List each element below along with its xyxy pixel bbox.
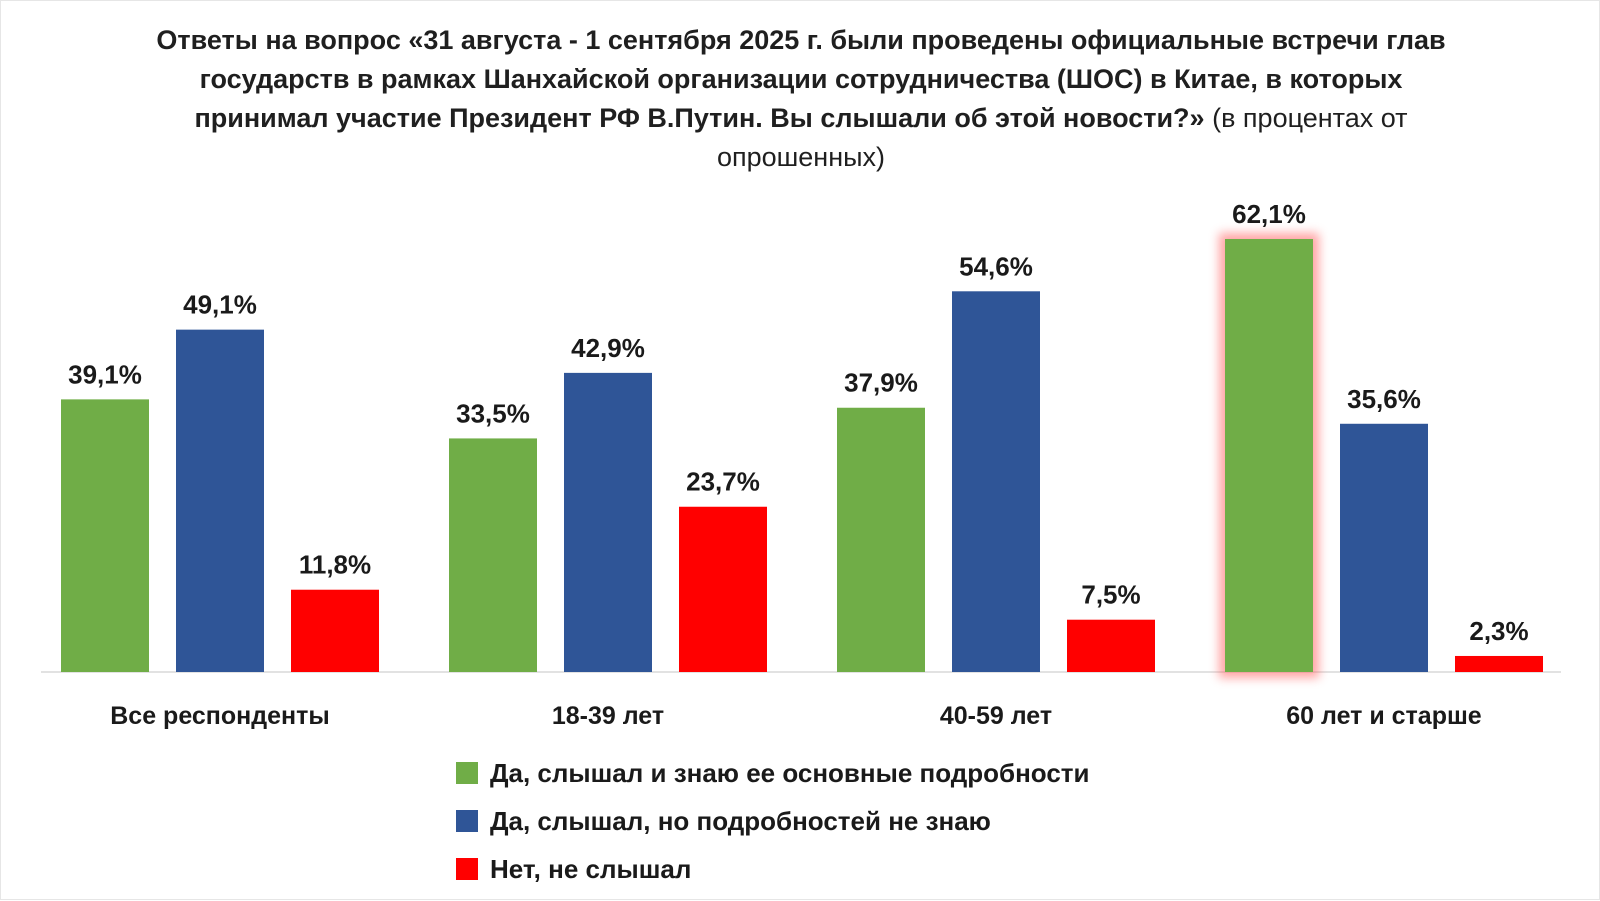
plot-area: 39,1% 49,1% 11,8% Все респонденты 33,5% 42,9%… [41, 199, 1561, 730]
legend: Да, слышал и знаю ее основные подробност… [456, 749, 1090, 893]
bar [176, 329, 264, 672]
bar-value-label: 2,3% [1469, 616, 1528, 646]
category-label: 40-59 лет [940, 702, 1052, 730]
legend-label: Да, слышал, но подробностей не знаю [490, 805, 991, 836]
bar [679, 506, 767, 672]
legend-item: Да, слышал, но подробностей не знаю [456, 797, 1090, 845]
legend-swatch-green [456, 762, 478, 784]
bar [1340, 423, 1428, 672]
bar [1225, 239, 1313, 672]
bar [564, 372, 652, 672]
legend-label: Нет, не слышал [490, 853, 692, 884]
bar-value-label: 35,6% [1347, 384, 1421, 414]
bar [61, 399, 149, 672]
bar-value-label: 33,5% [456, 398, 530, 428]
bar-value-label: 49,1% [183, 290, 257, 320]
bar [1455, 655, 1543, 672]
bar-value-label: 37,9% [844, 368, 918, 398]
category-label: Все респонденты [110, 702, 330, 730]
bar [449, 438, 537, 672]
legend-item: Нет, не слышал [456, 845, 1090, 893]
chart-subtitle: (в процентах от опрошенных) [716, 103, 1408, 172]
bar-value-label: 62,1% [1232, 199, 1306, 229]
category-label: 60 лет и старше [1286, 702, 1482, 730]
bar [291, 589, 379, 672]
legend-swatch-blue [456, 810, 478, 832]
bar [952, 291, 1040, 672]
category-label: 18-39 лет [552, 702, 664, 730]
legend-item: Да, слышал и знаю ее основные подробност… [456, 749, 1090, 797]
bar-value-label: 23,7% [686, 467, 760, 497]
bar-value-label: 39,1% [68, 359, 142, 389]
legend-swatch-red [456, 858, 478, 880]
bar [1067, 619, 1155, 672]
bar-value-label: 11,8% [299, 550, 371, 580]
chart-title-text: Ответы на вопрос «31 августа - 1 сентябр… [156, 25, 1446, 133]
legend-label: Да, слышал и знаю ее основные подробност… [490, 757, 1090, 788]
bar [837, 407, 925, 672]
bar-value-label: 7,5% [1081, 580, 1140, 610]
bar-value-label: 54,6% [959, 251, 1033, 281]
bar-value-label: 42,9% [571, 333, 645, 363]
chart-title: Ответы на вопрос «31 августа - 1 сентябр… [151, 21, 1451, 177]
